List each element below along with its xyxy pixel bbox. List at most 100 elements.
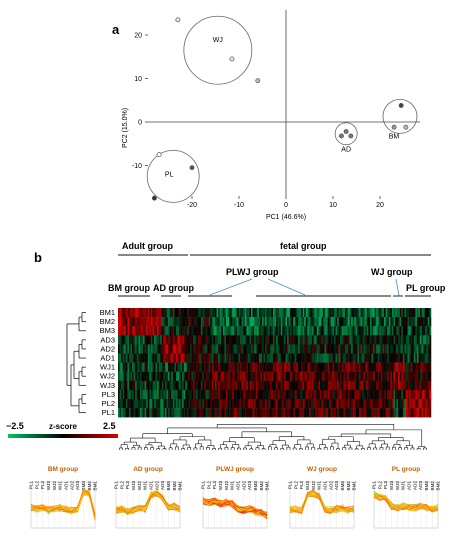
heatmap-cell [387,362,389,372]
heatmap-cell [279,335,281,345]
pca-point [339,133,344,139]
heatmap-cell [416,326,419,336]
heatmap-cell [222,344,225,354]
trend-profile-line [373,493,439,510]
heatmap-cell [312,380,314,391]
heatmap-cell [377,399,380,409]
heatmap-cell [127,344,130,354]
heatmap-cell [221,308,224,318]
heatmap-cell [410,380,413,391]
heatmap-cell [263,326,266,336]
heatmap-cell [283,308,286,318]
heatmap-cell [125,389,128,400]
heatmap-cell [337,353,339,363]
heatmap-cell [230,380,233,391]
heatmap-cell [149,389,152,400]
heatmap-cell [368,399,371,409]
heatmap-cell [410,408,413,418]
heatmap-cell [410,399,413,409]
heatmap-cell [155,317,158,327]
heatmap-cell [340,308,343,318]
heatmap-cell [224,408,227,418]
heatmap-cell [191,317,194,327]
heatmap-cell [258,408,261,418]
heatmap-cell [360,362,363,372]
heatmap-cell [369,362,372,372]
heatmap-cell [218,308,220,318]
heatmap-cell [396,408,399,418]
heatmap-cell [247,353,250,363]
heatmap-cell [241,326,244,336]
heatmap-cell [221,344,224,354]
heatmap-cell [277,308,280,318]
heatmap-cell [128,399,131,409]
heatmap-cell [207,399,210,409]
heatmap-cell [329,380,332,391]
heatmap-cell [121,371,123,381]
heatmap-cell [199,317,202,327]
heatmap-cell [127,389,130,400]
heatmap-cell [204,317,206,327]
heatmap-cell [330,344,333,354]
heatmap-cell [343,389,346,400]
heatmap-cell [280,326,283,336]
heatmap-cell [418,399,421,409]
heatmap-cell [149,335,152,345]
heatmap-cell [294,308,297,318]
heatmap-cell [164,408,167,418]
heatmap-cell [363,399,366,409]
heatmap-cell [326,335,328,345]
heatmap-cell [355,308,358,318]
trend-x-tick-label: BM3 [166,481,171,491]
trend-x-tick-label: AD1 [64,481,69,490]
heatmap-cell [404,353,407,363]
heatmap-cell [285,389,288,400]
heatmap-cell [427,371,430,381]
heatmap-cell [349,408,352,418]
heatmap-cell [166,389,169,400]
heatmap-cell [376,380,379,391]
heatmap-cell [169,408,172,418]
heatmap-cell [340,362,343,372]
heatmap-cell [160,308,163,318]
heatmap-cell [276,344,278,354]
heatmap-cell [177,371,180,381]
heatmap-cell [304,380,307,391]
trend-x-tick-label: AD3 [418,481,423,490]
heatmap-cell [413,399,416,409]
heatmap-cell [360,380,363,391]
heatmap-cell [215,380,217,391]
heatmap-cell [344,371,347,381]
heatmap-cell [405,399,408,409]
heatmap-cell [340,353,343,363]
heatmap-cell [216,353,219,363]
heatmap-cell [307,326,310,336]
heatmap-cell [257,380,260,391]
heatmap-cell [161,344,164,354]
heatmap-cell [357,344,360,354]
heatmap-cell [265,371,267,381]
heatmap-cell [333,335,336,345]
heatmap-cell [257,362,260,372]
heatmap-cell [147,371,150,381]
trend-profile-line [289,493,355,514]
heatmap-cell [290,362,292,372]
heatmap-cell [377,362,380,372]
heatmap-cell [182,335,184,345]
heatmap-cell [429,326,432,336]
heatmap-cell [390,399,393,409]
heatmap-cell [380,353,383,363]
heatmap-cell [197,399,200,409]
heatmap-cell [251,335,253,345]
heatmap-cell [399,326,402,336]
heatmap-cell [216,380,219,391]
heatmap-cell [152,380,155,391]
heatmap-cell [143,317,145,327]
heatmap-cell [251,326,253,336]
heatmap-cell [426,362,429,372]
heatmap-cell [121,353,123,363]
heatmap-cell [396,353,399,363]
heatmap-cell [338,317,341,327]
heatmap-cell [366,371,369,381]
